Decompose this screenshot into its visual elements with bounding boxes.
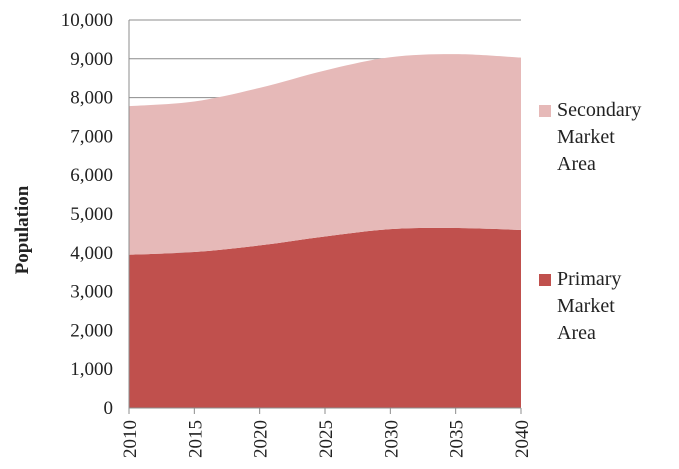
y-tick-label: 7,000 [70,126,113,147]
legend-label: Area [557,322,596,344]
legend-label: Secondary [557,99,641,121]
y-tick-label: 1,000 [70,359,113,380]
area-series-1 [129,227,521,408]
y-axis-title: Population [12,185,33,274]
legend-swatch [539,274,551,286]
x-tick-label: 2035 [447,420,468,458]
y-tick-label: 0 [104,398,114,419]
x-tick-label: 2040 [512,420,533,458]
y-tick-label: 5,000 [70,204,113,225]
y-tick-label: 6,000 [70,165,113,186]
axes [128,20,522,414]
x-tick-label: 2010 [120,420,141,458]
chart-areas [129,54,521,408]
legend-label: Area [557,153,596,175]
x-tick-label: 2030 [381,420,402,458]
y-tick-label: 2,000 [70,320,113,341]
legend-item: Secondary Market Area [539,99,641,175]
x-tick-label: 2020 [251,420,272,458]
legend-label: Market [557,295,615,317]
y-tick-label: 9,000 [70,49,113,70]
legend-label: Primary [557,268,621,290]
legend: Secondary Market Area Primary Market Area [539,99,641,344]
x-tick-labels: 2010 2015 2020 2025 2030 2035 2040 [120,420,533,458]
y-tick-label: 3,000 [70,282,113,303]
area-series-2 [129,54,521,255]
legend-item: Primary Market Area [539,268,621,344]
x-tick-label: 2015 [185,420,206,458]
y-tick-label: 4,000 [70,243,113,264]
y-tick-labels: 0 1,000 2,000 3,000 4,000 5,000 6,000 7,000 8,00… [61,10,113,419]
legend-swatch [539,105,551,117]
y-tick-label: 10,000 [61,10,113,31]
legend-label: Market [557,126,615,148]
y-tick-label: 8,000 [70,88,113,109]
x-tick-label: 2025 [316,420,337,458]
